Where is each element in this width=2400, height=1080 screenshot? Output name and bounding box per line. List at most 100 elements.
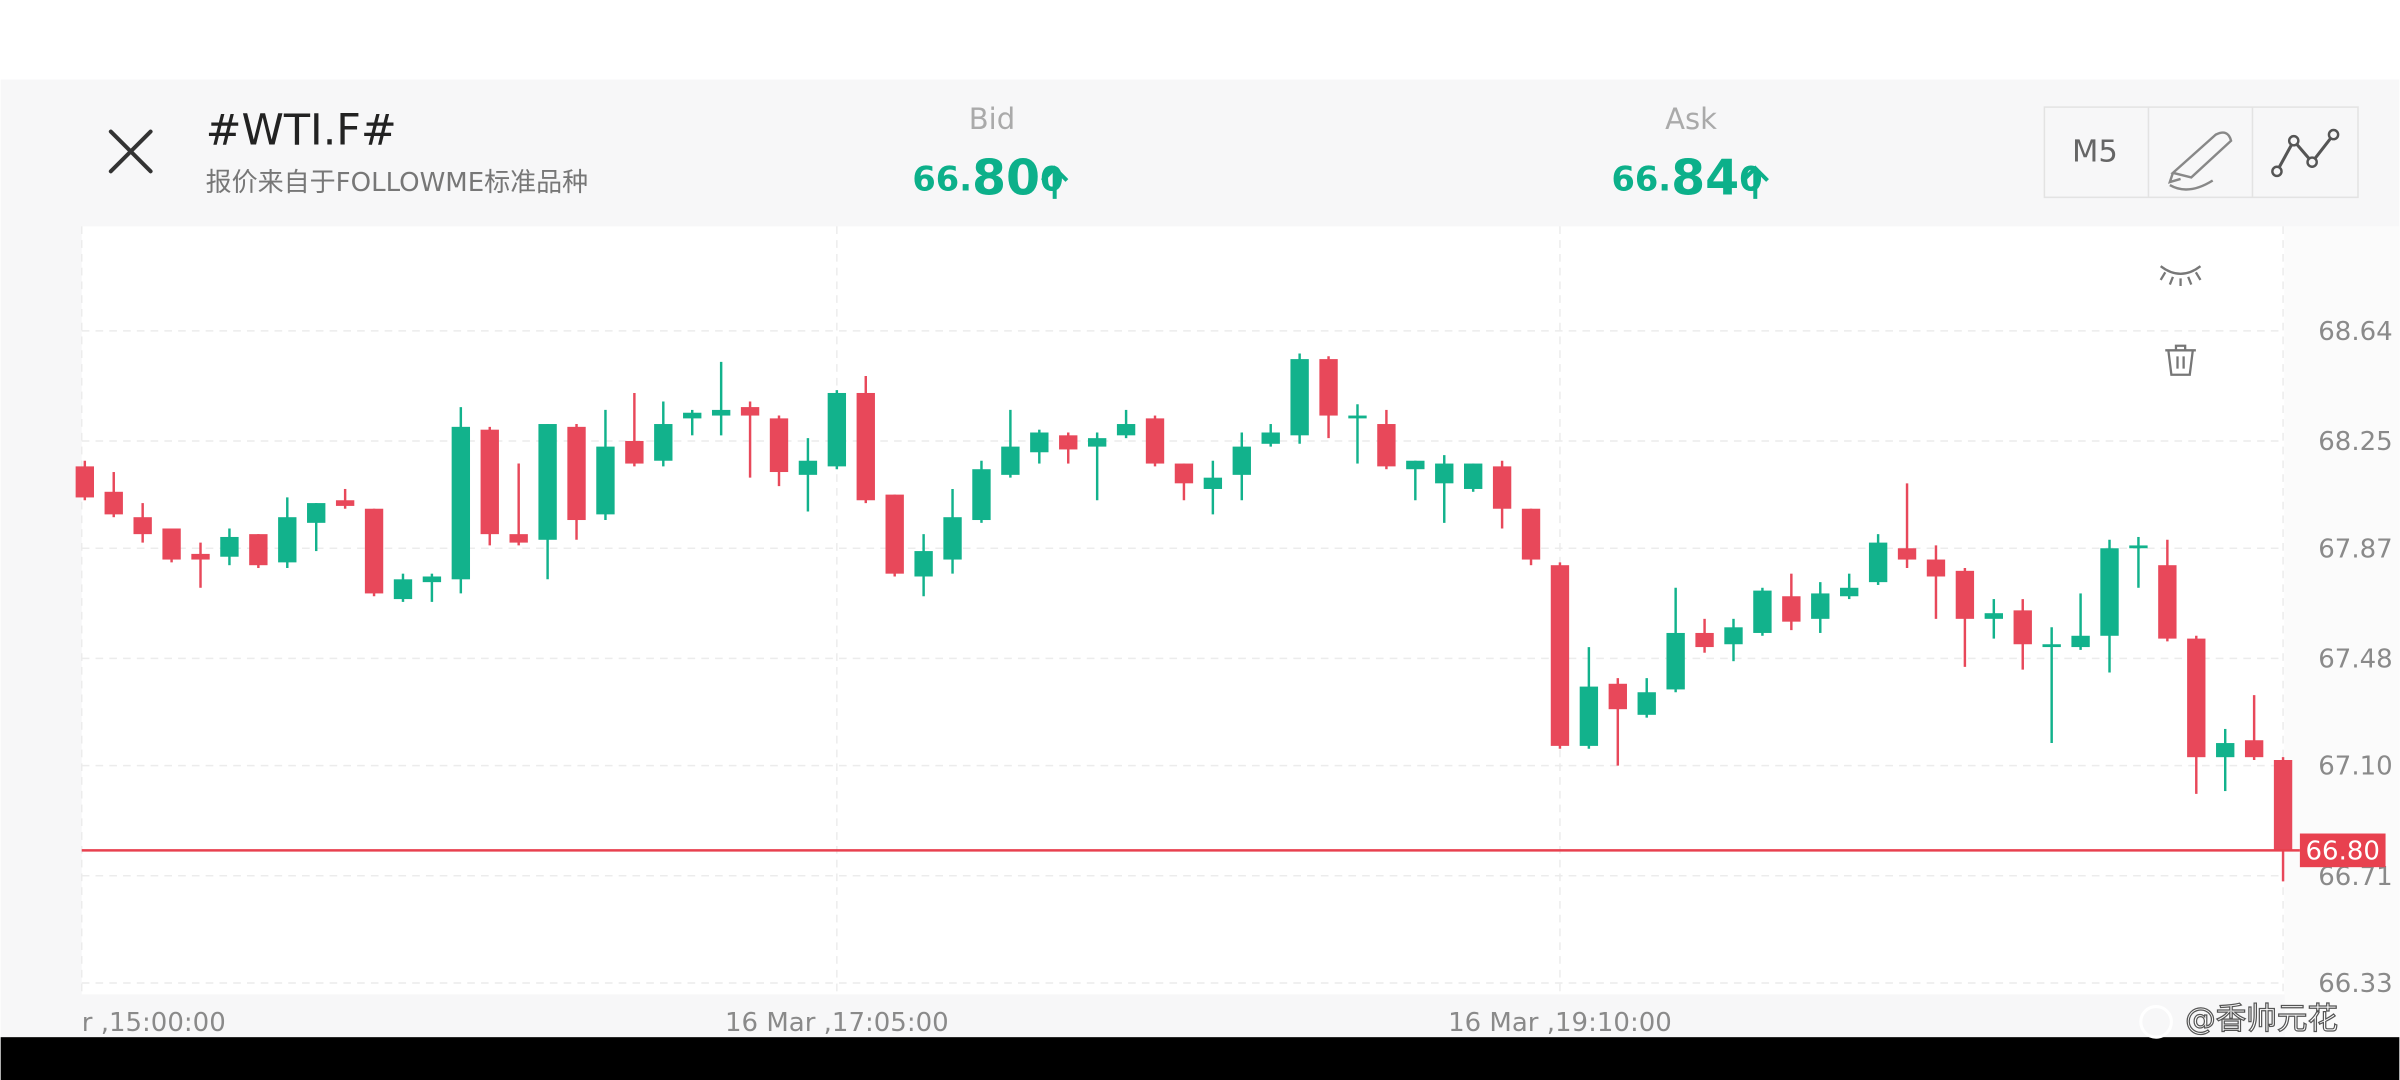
- draw-tool-button[interactable]: [2167, 131, 2233, 191]
- candle-body: [2187, 638, 2206, 758]
- ask-label: Ask: [1665, 102, 1717, 136]
- line-tool-button[interactable]: [2275, 133, 2335, 173]
- candle-body: [1666, 632, 1685, 690]
- symbol: #WTI.F#: [206, 106, 397, 156]
- candle-body: [943, 517, 962, 560]
- x-tick-label: 16 Mar ,19:10:00: [1448, 1008, 1672, 1038]
- candle-body: [393, 579, 413, 600]
- line-tool-node: [2271, 165, 2283, 178]
- candle-body: [538, 424, 557, 540]
- x-tick-label: r ,15:00:00: [82, 1008, 226, 1038]
- delete-button[interactable]: [2165, 344, 2196, 376]
- candle-body: [1145, 418, 1165, 464]
- candle-body: [191, 553, 210, 560]
- up-arrow: [1741, 165, 1769, 199]
- watermark: @香帅元花: [2185, 1002, 2338, 1037]
- candle-body: [1926, 559, 1946, 577]
- candle-body: [307, 503, 326, 523]
- line-tool-node: [2306, 156, 2318, 168]
- y-tick-label: 68.64: [2318, 317, 2392, 347]
- y-tick-label: 67.87: [2318, 534, 2392, 564]
- candle-body: [798, 460, 818, 475]
- candle-body: [1319, 359, 1338, 416]
- ask-price-part: 84: [1671, 149, 1739, 206]
- watermark-logo: [2139, 1005, 2173, 1039]
- bid-label: Bid: [969, 102, 1015, 136]
- candle-body: [1984, 613, 2003, 619]
- candle-body: [1030, 432, 1049, 453]
- candle-body: [162, 528, 181, 560]
- candle-body: [567, 426, 586, 521]
- symbol-subtitle: 报价来自于FOLLOWME标准品种: [206, 168, 589, 198]
- candle-body: [1406, 460, 1425, 470]
- candle-body: [1435, 463, 1454, 484]
- candle-body: [654, 424, 673, 461]
- close-button[interactable]: [108, 129, 153, 174]
- candle-body: [1868, 542, 1888, 583]
- candle-body: [1116, 424, 1136, 436]
- price-tag: [2299, 833, 2386, 868]
- candle-body: [683, 412, 702, 419]
- candle-body: [1203, 477, 1223, 489]
- candle-body: [1897, 548, 1917, 560]
- candle-body: [1782, 596, 1801, 622]
- candle-body: [364, 508, 384, 594]
- plot-area: [81, 226, 2285, 995]
- price-axis-area: [2284, 226, 2400, 1038]
- candle-body: [104, 491, 123, 515]
- bid-price: 66.800: [912, 149, 1063, 206]
- candle-body: [1608, 683, 1627, 710]
- y-tick-label: 67.10: [2318, 752, 2392, 782]
- candle-body: [2216, 743, 2235, 758]
- candle-body: [1492, 466, 1512, 509]
- candle-body: [1550, 565, 1570, 746]
- up-arrow: [1041, 165, 1069, 199]
- candle-body: [1753, 590, 1772, 633]
- candle-body: [2071, 635, 2090, 648]
- candle-body: [2013, 610, 2032, 645]
- candle-body: [509, 534, 528, 543]
- candle-body: [249, 534, 268, 566]
- candle-body: [335, 500, 355, 506]
- candle-body: [2244, 740, 2264, 758]
- candle-body: [827, 392, 847, 467]
- candle-body: [278, 517, 297, 563]
- price-tag-label: 66.80: [2306, 836, 2380, 866]
- candle-body: [1059, 435, 1078, 450]
- toolbar: M5: [2043, 106, 2359, 199]
- candle-body: [1464, 463, 1483, 489]
- candle-body: [596, 446, 615, 515]
- candle-body: [1290, 359, 1309, 436]
- candle-body: [885, 494, 904, 574]
- hide-button[interactable]: [2159, 265, 2202, 287]
- y-tick-label: 66.33: [2318, 969, 2392, 999]
- candle-body: [1637, 692, 1656, 715]
- x-tick-label: 16 Mar ,17:05:00: [725, 1008, 949, 1038]
- candle-body: [625, 440, 644, 464]
- y-tick-label: 67.48: [2318, 644, 2392, 674]
- ask-price-part: 66.: [1612, 159, 1672, 198]
- candle-body: [2158, 565, 2177, 639]
- candle-body: [711, 409, 731, 416]
- candle-body: [1811, 593, 1830, 619]
- candle-body: [75, 466, 94, 498]
- timeframe-button[interactable]: M5: [2072, 134, 2118, 169]
- candle-body: [2129, 545, 2148, 549]
- bid-price-part: 66.: [912, 159, 972, 198]
- candle-body: [856, 392, 875, 501]
- candle-body: [1001, 446, 1020, 475]
- candle-body: [1724, 627, 1743, 645]
- candle-body: [2273, 760, 2293, 851]
- candle-body: [1348, 415, 1367, 419]
- candle-body: [1261, 432, 1280, 444]
- toolbar-frame: [2043, 106, 2359, 199]
- candle-body: [2042, 644, 2061, 648]
- system-bar: [0, 1037, 2400, 1080]
- candle-body: [972, 469, 991, 521]
- candle-body: [451, 426, 471, 580]
- candle-body: [422, 576, 442, 583]
- candle-body: [1174, 463, 1194, 484]
- candle-body: [740, 407, 760, 416]
